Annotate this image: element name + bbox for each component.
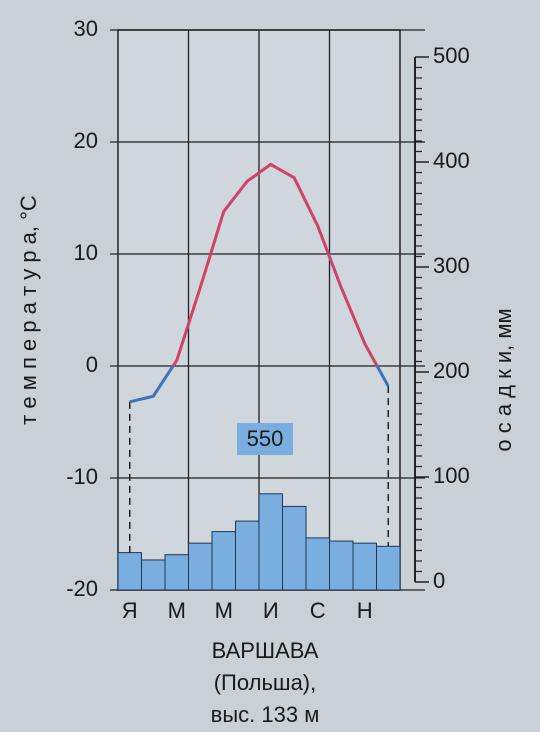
y2-axis-title: о с а д к и, мм [491, 308, 516, 451]
y-tick-label: 20 [74, 128, 98, 153]
x-tick-label: С [310, 598, 326, 623]
caption: ВАРШАВА [212, 638, 319, 663]
y-tick-label: -10 [66, 464, 98, 489]
precipitation-bar [188, 542, 213, 591]
annotation-box [237, 423, 293, 455]
precipitation-bar [352, 542, 377, 591]
temperature-line [129, 162, 390, 404]
precipitation-bar [282, 505, 307, 591]
precipitation-bar [235, 520, 260, 591]
y2-tick-label: 500 [433, 43, 470, 68]
y-tick-label: 10 [74, 240, 98, 265]
x-tick-label: И [263, 598, 279, 623]
y2-tick-label: 400 [433, 148, 470, 173]
y2-tick-label: 100 [433, 463, 470, 488]
caption: выс. 133 м [211, 702, 320, 727]
precipitation-bar [141, 559, 166, 591]
y2-tick-label: 0 [433, 568, 445, 593]
precipitation-bar [376, 545, 401, 591]
precipitation-bar [329, 540, 354, 591]
x-tick-label: М [168, 598, 186, 623]
precipitation-bar [211, 531, 236, 591]
precipitation-bar [305, 537, 330, 591]
annotation: 550 [247, 426, 284, 451]
y-tick-label: 0 [86, 352, 98, 377]
x-tick-label: М [215, 598, 233, 623]
precipitation-bar [258, 493, 283, 591]
caption: (Польша), [214, 670, 317, 695]
y2-tick-label: 300 [433, 253, 470, 278]
precipitation-bar [164, 554, 189, 591]
x-tick-label: Я [122, 598, 138, 623]
x-tick-label: Н [357, 598, 373, 623]
y-axis-title: т е м п е р а т у р а, °С [16, 195, 41, 425]
precipitation-bar [117, 552, 142, 591]
y-tick-label: -20 [66, 576, 98, 601]
y-tick-label: 30 [74, 16, 98, 41]
y2-tick-label: 200 [433, 358, 470, 383]
